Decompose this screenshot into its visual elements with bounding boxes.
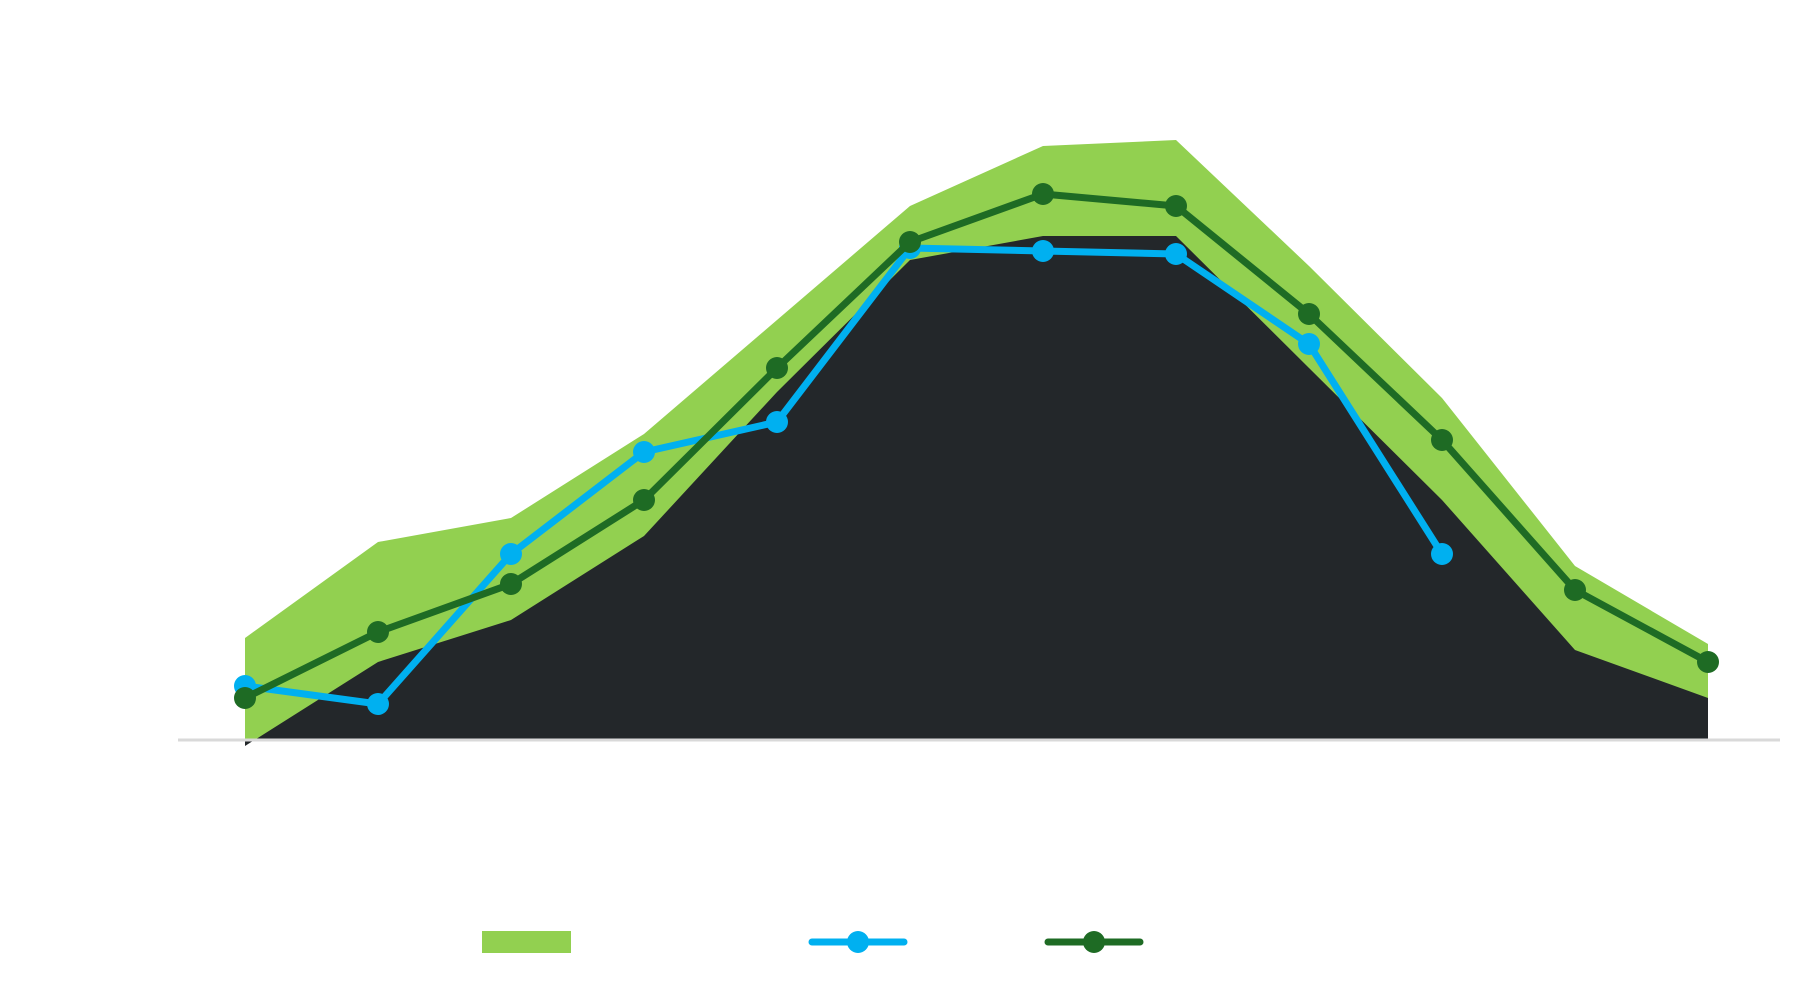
series-1-point <box>1165 243 1187 265</box>
series-1-point <box>766 411 788 433</box>
series-2-point <box>1032 183 1054 205</box>
series-1-point <box>1298 333 1320 355</box>
series-1-point <box>500 543 522 565</box>
series-1-point <box>1032 240 1054 262</box>
legend-series-2-marker <box>1083 931 1105 953</box>
series-2-line <box>241 190 1712 702</box>
series-1-point <box>633 441 655 463</box>
series-2-point <box>766 357 788 379</box>
legend <box>482 931 1144 953</box>
series-1-line <box>241 244 1446 708</box>
series-2-point <box>1564 579 1586 601</box>
series-2-point <box>1697 651 1719 673</box>
series-1-point <box>1431 543 1453 565</box>
legend-series-1-marker <box>847 931 869 953</box>
plot-area <box>178 140 1780 746</box>
legend-band-swatch <box>482 931 571 953</box>
series-2-point <box>1165 195 1187 217</box>
series-2-point <box>633 489 655 511</box>
band-lower-area <box>245 236 1708 746</box>
series-2-point <box>500 573 522 595</box>
series-2-point <box>1431 429 1453 451</box>
series-2-point <box>899 231 921 253</box>
series-2-point <box>367 621 389 643</box>
series-2-point <box>234 687 256 709</box>
series-2-point <box>1298 303 1320 325</box>
series-1-point <box>367 693 389 715</box>
